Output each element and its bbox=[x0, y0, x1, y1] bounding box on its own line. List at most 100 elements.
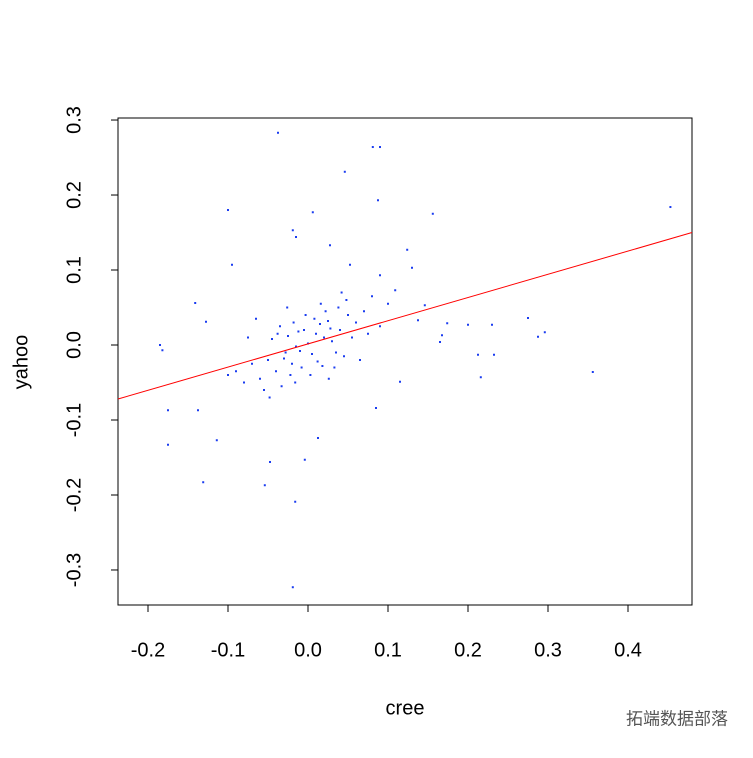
point bbox=[324, 310, 327, 313]
point bbox=[202, 481, 205, 484]
point bbox=[319, 302, 322, 305]
y-tick-label: -0.2 bbox=[63, 478, 85, 512]
point bbox=[311, 353, 313, 356]
point bbox=[303, 329, 305, 332]
point bbox=[543, 331, 546, 334]
point bbox=[333, 366, 336, 369]
y-tick-label: 0.1 bbox=[63, 256, 85, 284]
point bbox=[280, 385, 283, 388]
point bbox=[309, 373, 312, 376]
point bbox=[315, 332, 317, 335]
point bbox=[379, 274, 381, 277]
point bbox=[289, 373, 292, 376]
y-tick-label: 0.2 bbox=[63, 181, 85, 209]
y-tick-label: 0.3 bbox=[63, 106, 85, 134]
x-tick-label: -0.1 bbox=[211, 639, 245, 661]
point bbox=[375, 406, 377, 409]
point bbox=[304, 314, 307, 317]
point bbox=[379, 146, 381, 149]
x-tick-label: 0.3 bbox=[534, 639, 562, 661]
point bbox=[291, 362, 293, 365]
y-tick-label: -0.1 bbox=[63, 403, 85, 437]
point bbox=[231, 263, 233, 266]
y-axis-label: yahoo bbox=[10, 335, 32, 390]
point bbox=[431, 212, 434, 215]
point bbox=[259, 377, 261, 380]
point bbox=[359, 359, 361, 362]
point bbox=[159, 344, 161, 347]
x-axis-label: cree bbox=[386, 697, 425, 719]
point bbox=[467, 323, 469, 326]
point bbox=[343, 170, 346, 173]
point bbox=[277, 131, 279, 134]
point bbox=[291, 229, 294, 232]
point bbox=[243, 381, 245, 384]
point bbox=[286, 306, 289, 309]
point bbox=[329, 327, 332, 330]
watermark: 拓端数据部落 bbox=[626, 709, 728, 728]
point bbox=[327, 377, 330, 380]
point bbox=[387, 302, 389, 305]
x-tick-label: 0.0 bbox=[294, 639, 322, 661]
point bbox=[377, 199, 379, 202]
point bbox=[323, 336, 325, 339]
point bbox=[347, 314, 349, 317]
point bbox=[268, 396, 271, 399]
point bbox=[493, 353, 495, 356]
point bbox=[313, 317, 316, 320]
point bbox=[263, 484, 266, 487]
point bbox=[276, 332, 279, 335]
point bbox=[351, 336, 353, 339]
x-tick-label: 0.4 bbox=[614, 639, 642, 661]
point bbox=[215, 439, 218, 442]
point bbox=[275, 370, 277, 373]
point bbox=[339, 329, 341, 332]
point bbox=[303, 458, 306, 461]
point bbox=[255, 317, 257, 320]
point bbox=[411, 266, 413, 269]
point bbox=[491, 323, 493, 326]
y-tick-label: 0.0 bbox=[63, 331, 85, 359]
point bbox=[295, 236, 297, 239]
point bbox=[311, 211, 314, 214]
point bbox=[371, 295, 373, 298]
point bbox=[591, 370, 594, 373]
point bbox=[337, 306, 340, 309]
point bbox=[329, 244, 331, 247]
point bbox=[317, 436, 319, 439]
y-tick-label: -0.3 bbox=[63, 553, 85, 587]
point bbox=[327, 320, 329, 323]
point bbox=[295, 345, 297, 348]
x-tick-label: -0.2 bbox=[131, 639, 165, 661]
point bbox=[399, 380, 401, 383]
point bbox=[269, 460, 271, 463]
point bbox=[394, 289, 397, 292]
regression-line bbox=[117, 232, 693, 400]
point bbox=[284, 351, 287, 354]
point bbox=[331, 340, 333, 343]
point bbox=[439, 341, 441, 344]
point bbox=[205, 320, 207, 323]
point bbox=[319, 323, 321, 326]
point bbox=[294, 381, 297, 384]
point bbox=[446, 322, 449, 325]
point bbox=[227, 209, 229, 212]
point bbox=[161, 349, 164, 352]
point bbox=[251, 362, 253, 365]
point bbox=[300, 366, 303, 369]
point bbox=[283, 357, 285, 360]
point bbox=[321, 364, 324, 367]
point bbox=[349, 263, 351, 266]
point bbox=[423, 304, 426, 307]
point bbox=[299, 350, 301, 353]
point bbox=[227, 373, 229, 376]
point bbox=[363, 310, 365, 313]
point bbox=[194, 302, 197, 305]
point bbox=[167, 443, 169, 446]
point bbox=[197, 409, 199, 412]
point bbox=[406, 248, 409, 251]
point bbox=[271, 338, 273, 341]
point bbox=[527, 317, 529, 320]
